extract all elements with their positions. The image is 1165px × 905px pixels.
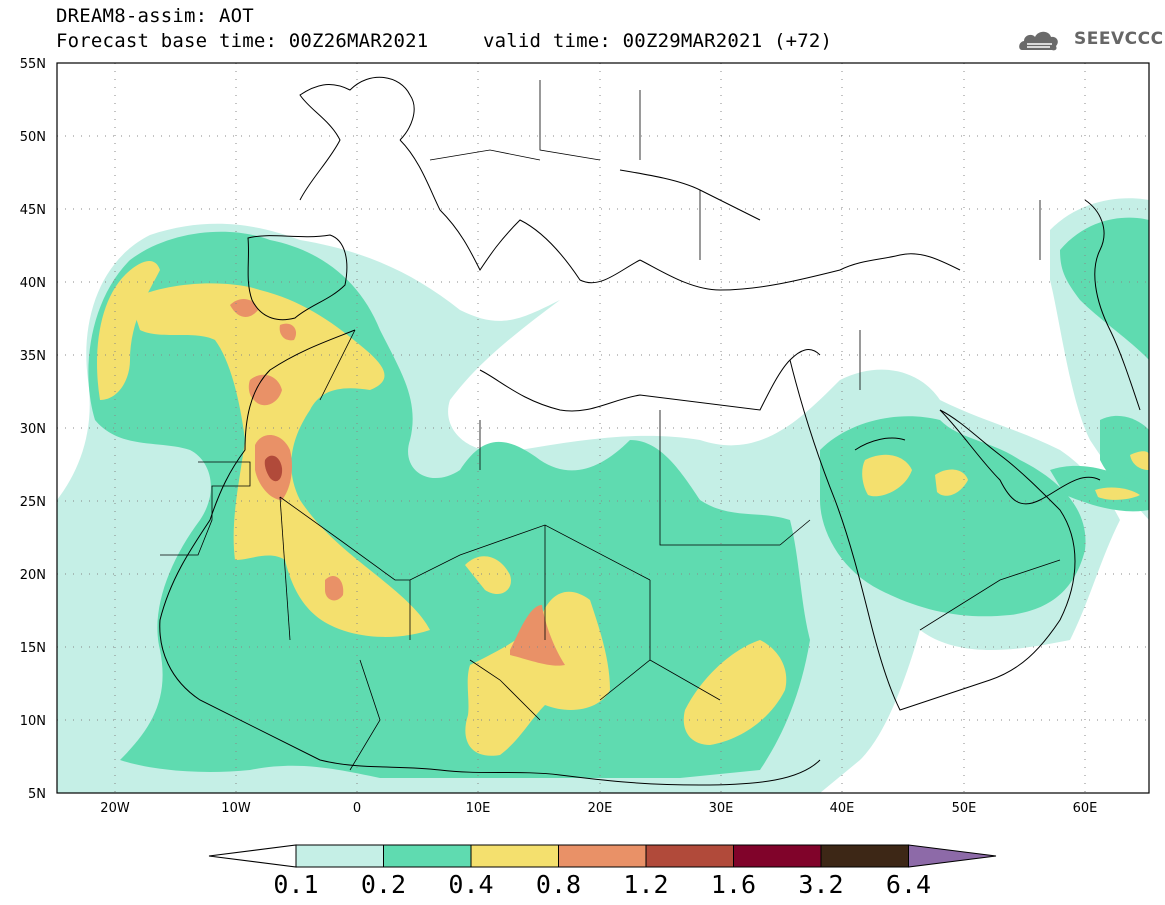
colorbar-segment (645, 844, 734, 868)
lon-label: 60E (1073, 801, 1098, 816)
map-frame (56, 62, 1150, 794)
lon-label: 10E (466, 801, 491, 816)
lon-label: 50E (952, 801, 977, 816)
colorbar-label: 1.6 (711, 870, 756, 899)
cloud-logo-icon (1019, 31, 1058, 51)
colorbar-label: 0.4 (448, 870, 493, 899)
colorbar-label: 0.2 (361, 870, 406, 899)
colorbar-segment (820, 844, 909, 868)
logo-text: SEEVCCC (1074, 29, 1164, 49)
colorbar-segment (470, 844, 559, 868)
lat-label: 40N (20, 276, 46, 291)
lat-label: 30N (20, 422, 46, 437)
lat-label: 50N (20, 130, 46, 145)
lon-label: 0 (353, 801, 361, 816)
colorbar-segment (733, 844, 822, 868)
country-borders (160, 80, 1061, 771)
lon-label: 10W (221, 801, 251, 816)
lon-label: 40E (830, 801, 855, 816)
colorbar-label: 6.4 (886, 870, 931, 899)
lon-label: 20W (100, 801, 130, 816)
lat-label: 20N (20, 568, 46, 583)
lon-label: 30E (709, 801, 734, 816)
colorbar-labels: 0.1 0.2 0.4 0.8 1.2 1.6 3.2 6.4 (273, 870, 931, 899)
lat-label: 45N (20, 203, 46, 218)
map-title: DREAM8-assim: AOT (56, 5, 254, 27)
longitude-labels: 20W 10W 0 10E 20E 30E 40E 50E 60E (100, 801, 1097, 816)
lat-label: 5N (28, 787, 46, 802)
colorbar-segment (295, 844, 384, 868)
lon-label: 20E (588, 801, 613, 816)
colorbar-segment (558, 844, 647, 868)
colorbar-label: 0.8 (536, 870, 581, 899)
colorbar-label: 0.1 (273, 870, 318, 899)
lat-label: 55N (20, 57, 46, 72)
colorbar-segment (908, 844, 997, 868)
colorbar-segment (208, 844, 297, 868)
map-gridlines (57, 63, 1149, 793)
latitude-labels: 55N 50N 45N 40N 35N 30N 25N 20N 15N 10N … (20, 57, 46, 802)
coastlines (159, 76, 1141, 786)
colorbar-label: 3.2 (798, 870, 843, 899)
valid-time: valid time: 00Z29MAR2021 (+72) (483, 30, 833, 52)
lat-label: 25N (20, 495, 46, 510)
colorbar (208, 844, 997, 868)
lat-label: 35N (20, 349, 46, 364)
aot-band-1-2 (264, 455, 283, 482)
colorbar-segment (383, 844, 472, 868)
aot-contours (57, 63, 1149, 793)
lat-label: 15N (20, 641, 46, 656)
forecast-base-time: Forecast base time: 00Z26MAR2021 (56, 30, 429, 52)
lat-label: 10N (20, 714, 46, 729)
colorbar-label: 1.2 (623, 870, 668, 899)
